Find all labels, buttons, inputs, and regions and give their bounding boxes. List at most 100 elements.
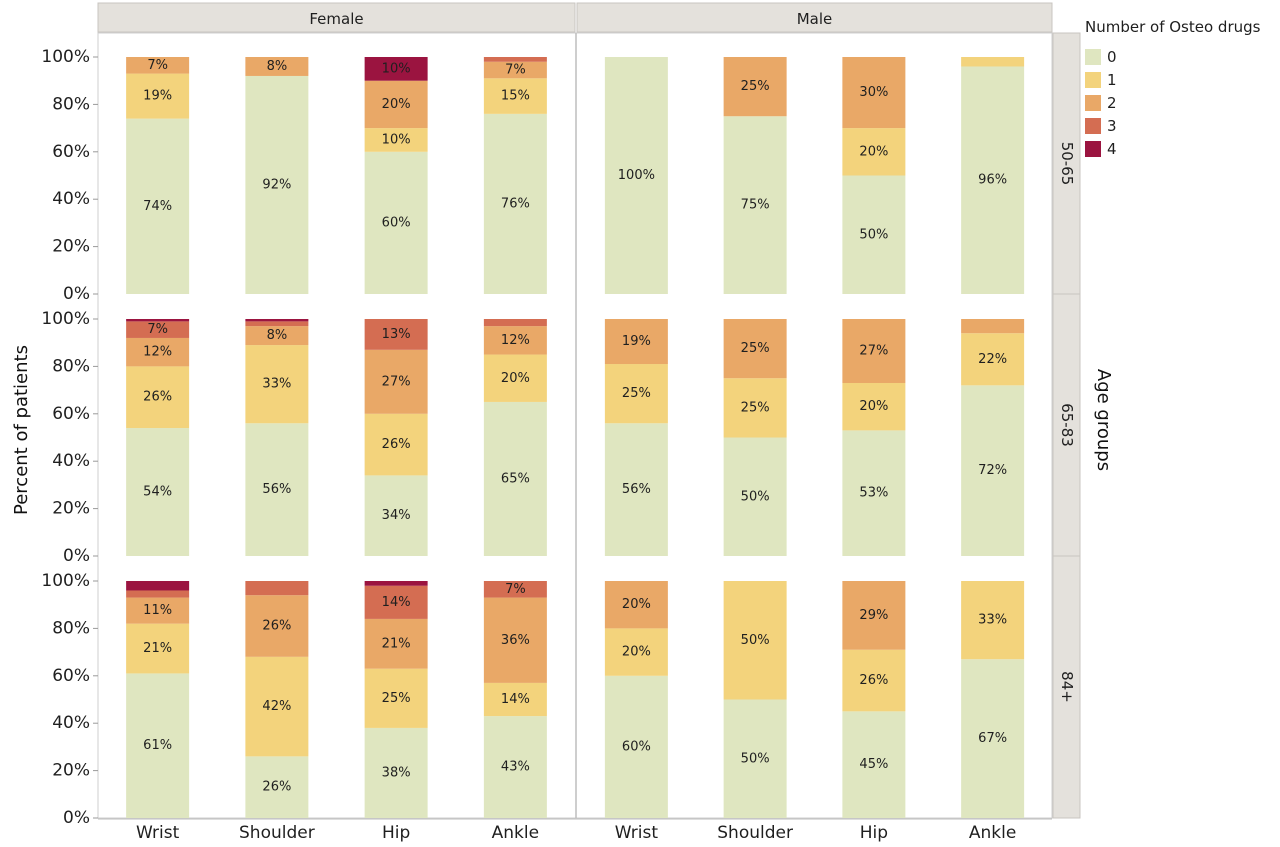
data-label: 33% [978, 613, 1007, 628]
x-tick-label: Hip [860, 823, 888, 843]
row-strip [1052, 293, 1081, 557]
bar-segment [245, 756, 309, 818]
data-label: 25% [741, 341, 770, 356]
bar-segment [483, 354, 547, 402]
row-strip-label: 65-83 [1058, 403, 1076, 447]
data-label: 19% [143, 89, 172, 104]
y-tick-label: 20% [52, 761, 90, 781]
bar-segment [842, 319, 906, 383]
data-label: 20% [501, 371, 530, 386]
data-label: 14% [501, 692, 530, 707]
bar-segment [604, 423, 668, 556]
data-label: 76% [501, 196, 530, 211]
bar-segment [483, 57, 547, 62]
bar-segment [245, 326, 309, 346]
bar-segment [245, 319, 309, 322]
x-tick-label: Shoulder [239, 823, 315, 843]
bar-segment [126, 673, 190, 818]
data-label: 7% [147, 322, 168, 337]
data-label: 60% [622, 739, 651, 754]
data-label: 61% [143, 738, 172, 753]
bar-segment [604, 57, 668, 294]
bar-segment [245, 57, 309, 76]
bar-segment [483, 716, 547, 818]
y-tick-label: 0% [63, 808, 90, 828]
data-label: 50% [859, 227, 888, 242]
data-label: 25% [382, 691, 411, 706]
data-label: 75% [741, 198, 770, 213]
data-label: 11% [143, 603, 172, 618]
data-label: 14% [382, 595, 411, 610]
data-label: 19% [622, 334, 651, 349]
data-label: 30% [859, 85, 888, 100]
bar-segment [364, 618, 428, 669]
bar-segment [126, 366, 190, 429]
column-strip [576, 2, 1053, 33]
data-label: 38% [382, 765, 411, 780]
data-label: 53% [859, 486, 888, 501]
data-label: 8% [267, 328, 288, 343]
row-strip [1052, 555, 1081, 819]
bar-segment [483, 78, 547, 114]
bar-segment [364, 585, 428, 619]
legend: Number of Osteo drugs 0 1 2 3 4 [1085, 18, 1261, 158]
bar-segment [961, 57, 1025, 67]
data-label: 92% [262, 177, 291, 192]
data-label: 33% [262, 377, 291, 392]
row-strip-title: Age groups [1093, 369, 1114, 471]
bar-segment [364, 128, 428, 152]
x-tick-label: Ankle [492, 823, 539, 843]
data-label: 60% [382, 215, 411, 230]
bar-segment [723, 699, 787, 818]
bar-segment [483, 319, 547, 327]
legend-entry-label: 0 [1107, 48, 1117, 66]
bar-segment [245, 423, 309, 556]
bar-segment [364, 475, 428, 556]
data-label: 20% [622, 597, 651, 612]
facet-strips: Female Male 50-65 65-83 84+ [97, 2, 1081, 819]
bar-segment [126, 337, 190, 367]
data-label: 27% [382, 374, 411, 389]
bar-segment [126, 581, 190, 591]
data-label: 43% [501, 760, 530, 775]
data-label: 45% [859, 757, 888, 772]
bar-segment [723, 437, 787, 556]
legend-entry-label: 4 [1107, 140, 1117, 158]
legend-entry-label: 2 [1107, 94, 1117, 112]
y-axis-title: Percent of patients [11, 345, 32, 515]
data-label: 26% [382, 437, 411, 452]
data-label: 20% [622, 645, 651, 660]
data-label: 54% [143, 485, 172, 500]
bar-segment [364, 319, 428, 350]
row-strip-label: 84+ [1058, 671, 1076, 703]
panel-backgrounds [97, 32, 1053, 820]
data-label: 20% [382, 97, 411, 112]
data-label: 21% [382, 636, 411, 651]
row-strip [1052, 32, 1081, 295]
data-label: 12% [501, 333, 530, 348]
bar-segment [723, 378, 787, 438]
bar-segment [364, 668, 428, 728]
bar-segment [842, 382, 906, 431]
data-label: 50% [741, 751, 770, 766]
bar-segment [245, 595, 309, 657]
bar-segment [364, 727, 428, 818]
bar-segment [483, 326, 547, 355]
bar-segment [245, 656, 309, 757]
bar-segment [604, 675, 668, 818]
data-label: 26% [859, 673, 888, 688]
data-label: 20% [859, 144, 888, 159]
y-tick-label: 60% [52, 142, 90, 162]
legend-entry-label: 1 [1107, 71, 1117, 89]
data-label: 65% [501, 471, 530, 486]
legend-swatch [1085, 49, 1101, 65]
axes: 0%20%40%60%80%100%0%20%40%60%80%100%0%20… [11, 47, 1114, 843]
y-tick-label: 0% [63, 284, 90, 304]
data-label: 7% [505, 63, 526, 78]
bar-segment [842, 430, 906, 556]
data-label: 15% [501, 89, 530, 104]
data-label: 12% [143, 345, 172, 360]
bar-segment [723, 116, 787, 294]
bar-segment [723, 319, 787, 379]
